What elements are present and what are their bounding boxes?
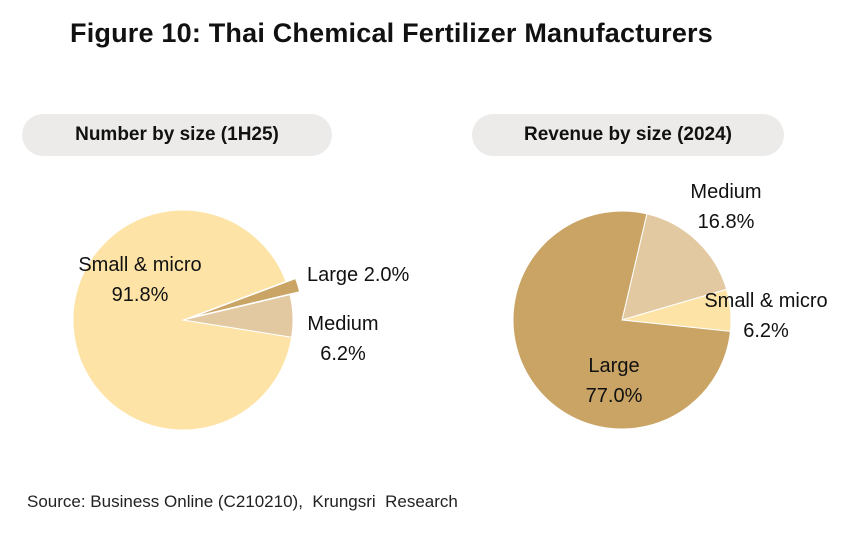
label-small-micro-name: Small & micro — [78, 254, 201, 276]
label-large: Large 2.0% — [307, 264, 410, 286]
label-small-micro-value: 6.2% — [743, 320, 789, 342]
label-medium-name: Medium — [307, 313, 378, 335]
pie-slice-medium — [182, 294, 294, 338]
pie-slice-medium — [621, 213, 728, 321]
pie-slice-small-micro — [72, 209, 293, 431]
figure-title: Figure 10: Thai Chemical Fertilizer Manu… — [70, 18, 713, 48]
label-medium-value: 6.2% — [320, 343, 366, 365]
source-note: Source: Business Online (C210210), Krung… — [27, 492, 458, 511]
label-large-name: Large — [588, 355, 639, 377]
label-small-micro-value: 91.8% — [112, 284, 169, 306]
label-large-value: 77.0% — [586, 385, 643, 407]
label-medium-name: Medium — [690, 181, 761, 203]
pie-number-by-size — [72, 209, 301, 431]
label-medium-value: 16.8% — [698, 211, 755, 233]
pie-revenue-by-size — [512, 210, 732, 430]
label-small-micro-name: Small & micro — [704, 290, 827, 312]
pie-slice-large — [192, 277, 301, 318]
chart-title-revenue: Revenue by size (2024) — [472, 114, 784, 156]
chart-title-number: Number by size (1H25) — [22, 114, 332, 156]
pie-slice-large — [512, 210, 731, 430]
